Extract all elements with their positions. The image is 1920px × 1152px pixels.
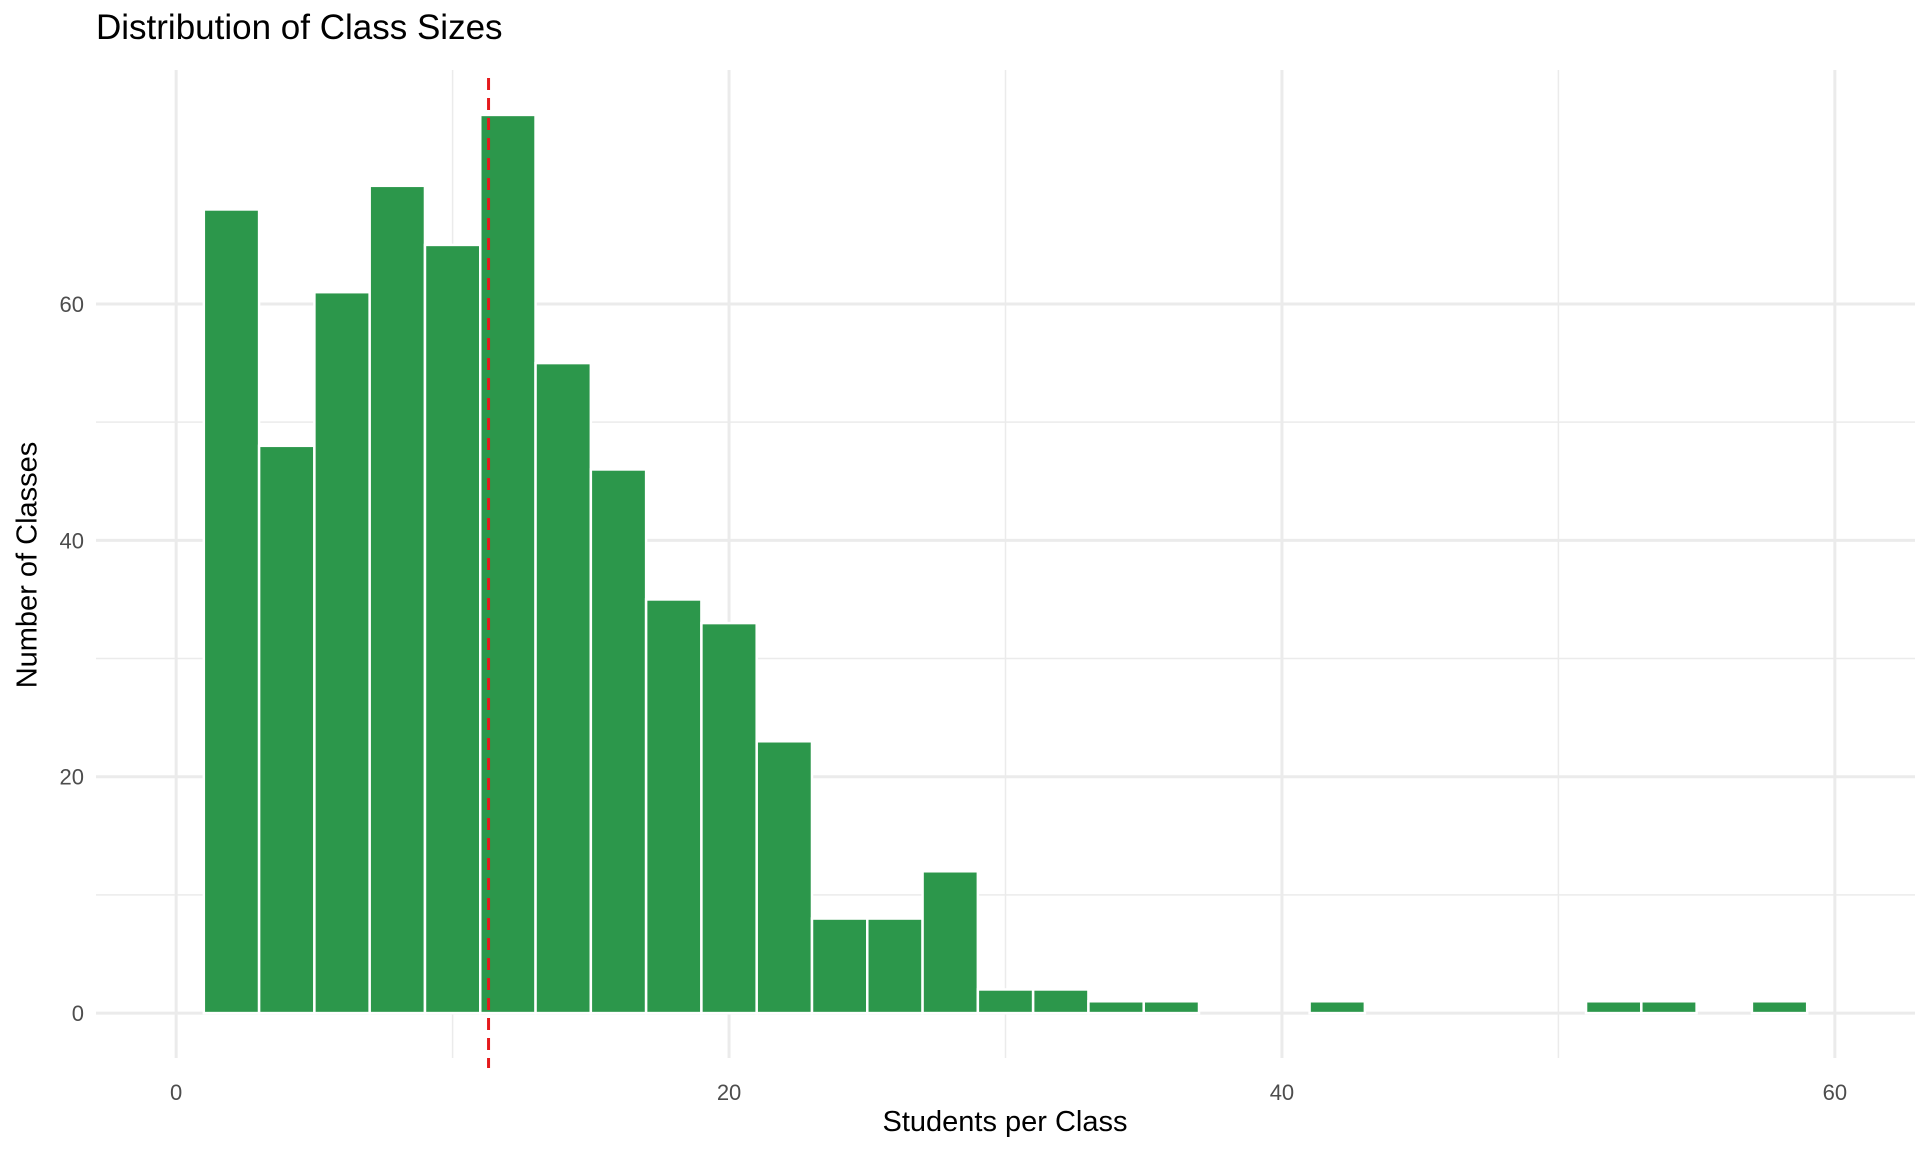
x-tick-label: 60	[1823, 1080, 1847, 1105]
x-axis-label: Students per Class	[882, 1106, 1128, 1138]
y-tick-label: 60	[60, 292, 84, 317]
histogram-bar	[534, 361, 593, 1015]
histogram-bar	[313, 290, 371, 1015]
histogram-bar	[1087, 1000, 1145, 1015]
histogram-bar	[921, 870, 980, 1015]
histogram-bar	[589, 468, 648, 1015]
histogram-bar	[257, 444, 316, 1015]
y-tick-label: 0	[72, 1001, 84, 1026]
histogram-bar	[1031, 988, 1090, 1015]
histogram-bar	[1640, 1000, 1698, 1015]
histogram-bar	[1584, 1000, 1643, 1015]
histogram-bar	[1750, 1000, 1809, 1015]
histogram-bar	[755, 740, 814, 1015]
histogram-bar	[368, 184, 427, 1015]
histogram-bar	[866, 917, 924, 1015]
y-tick-label: 40	[60, 528, 84, 553]
chart-title: Distribution of Class Sizes	[96, 8, 503, 47]
bars	[202, 113, 1809, 1015]
histogram-bar	[202, 208, 261, 1015]
tick-labels: 0 20 40 60 0 20 40 60	[60, 292, 1848, 1105]
histogram-bar	[700, 621, 758, 1015]
histogram-bar	[644, 598, 703, 1015]
x-tick-label: 40	[1270, 1080, 1294, 1105]
histogram-bar	[423, 243, 482, 1015]
histogram-bar	[810, 917, 869, 1015]
x-tick-label: 0	[170, 1080, 182, 1105]
histogram-bar	[1308, 1000, 1367, 1015]
y-tick-label: 20	[60, 765, 84, 790]
x-tick-label: 20	[717, 1080, 741, 1105]
histogram-bar	[976, 988, 1035, 1015]
histogram-bar	[1142, 1000, 1201, 1015]
